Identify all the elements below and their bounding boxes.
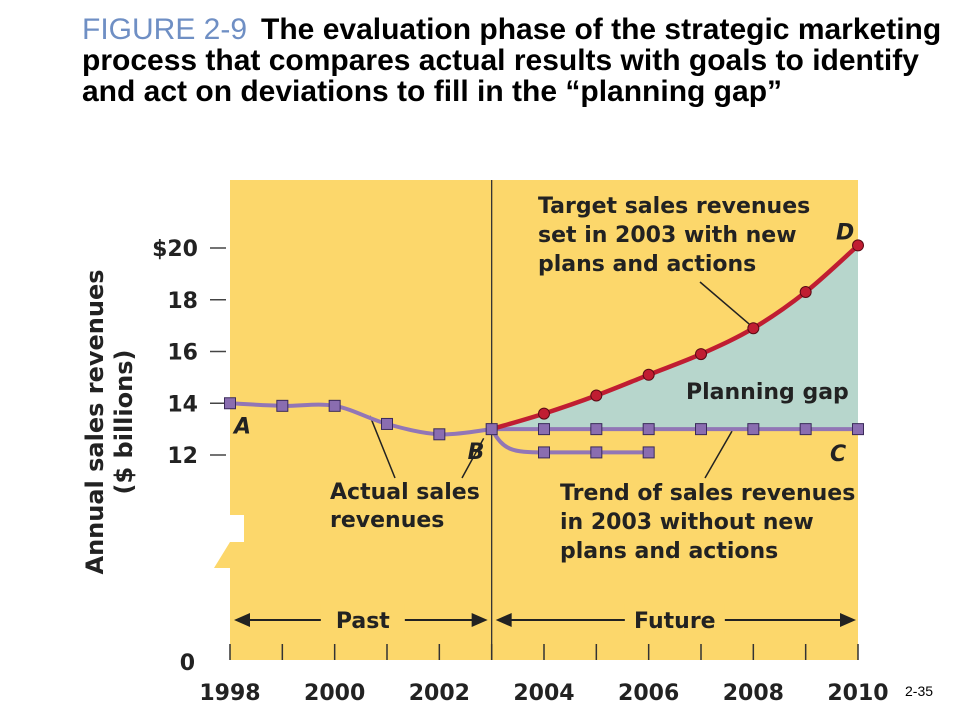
axes [210,180,859,660]
actual-sales-point [485,423,498,436]
future-label: Future [634,609,716,634]
target-point [695,348,707,361]
planning-gap-fill [491,245,858,430]
past-label: Past [336,609,390,634]
trend-without-point [538,446,550,459]
target-point [747,322,760,335]
past-span-arrow-left [234,613,250,627]
slide-number: 2-35 [905,683,934,699]
future-span-arrow-right [840,613,856,627]
trend-annotation-line-1: Trend of sales revenues [560,481,855,506]
point-label-c: C [830,442,846,467]
planning-gap-area [491,245,858,430]
trend-without-point [642,446,655,459]
target-point [538,407,550,420]
actual-leader-1 [369,415,396,479]
trend-annotation-line-3: plans and actions [560,539,778,564]
actual-leader-2 [461,437,485,479]
actual-sales-point [328,399,341,412]
trend-point [538,423,550,436]
y-axis-label: Annual sales revenues [81,269,109,574]
trend-point [642,423,655,436]
actual-sales-point [433,428,446,441]
actual-sales-point [276,399,289,412]
figure-label: FIGURE 2-9 [82,13,248,46]
x-tick-label: 2000 [304,681,365,706]
target-annotation-line-2: set in 2003 with new [538,223,797,248]
y-axis-label-units: ($ billions) [110,350,138,495]
y-tick-label: 14 [167,392,198,417]
target-point [799,285,812,298]
target-point [642,368,655,381]
x-tick-label: 2008 [723,681,784,706]
target-point [852,239,864,252]
x-tick-label: 1998 [199,681,260,706]
point-label-b: B [468,440,485,465]
y-tick-label: 18 [167,289,198,314]
trend-point [695,423,707,436]
trend-annotation-line-2: in 2003 without new [560,510,814,535]
x-tick-label: 2006 [618,681,679,706]
figure-title: The evaluation phase of the strategic ma… [82,13,942,108]
target-point [590,389,603,402]
trend-point [799,423,812,436]
past-label-bg [320,604,405,634]
leader-lines [369,281,750,479]
x-tick-label: 2010 [827,681,888,706]
target-annotation-line-3: plans and actions [538,252,756,277]
point-label-d: D [836,220,854,245]
actual-annotation-line-2: revenues [330,508,444,533]
y-tick-label: 12 [167,444,198,469]
planning-gap-label: Planning gap [686,380,849,405]
trend-point [852,423,864,436]
x-tick-label: 2002 [409,681,470,706]
trend-leader [704,430,733,479]
actual-annotation-line-1: Actual sales [330,480,480,505]
point-label-a: A [232,414,251,439]
y-tick-label: $20 [152,237,198,262]
y-tick-label-zero: 0 [180,651,195,676]
y-tick-label: 16 [167,341,198,366]
actual-sales-point [381,417,393,430]
actual-sales-point [224,397,236,410]
x-tick-label: 2004 [513,681,574,706]
trend-point [747,423,760,436]
figure-caption: FIGURE 2-9 The evaluation phase of the st… [82,14,942,107]
trend-without-point [590,446,603,459]
target-leader [699,281,750,325]
future-label-bg [624,604,725,634]
series [224,239,864,459]
target-annotation-line-1: Target sales revenues [538,194,810,219]
future-span-arrow-left [495,613,512,627]
past-span-arrow-right [471,613,488,627]
trend-point [590,423,603,436]
